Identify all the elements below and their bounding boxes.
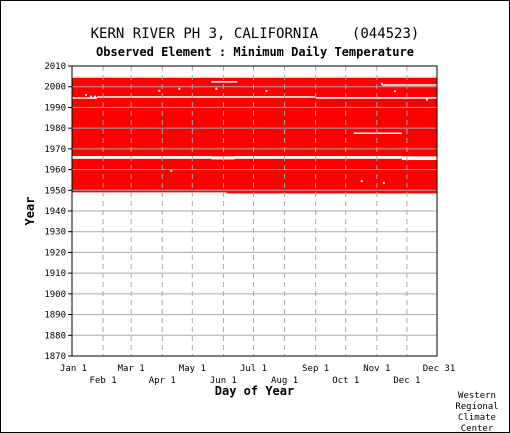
- missing-segment-9: [381, 84, 437, 86]
- missing-segments: [72, 76, 437, 195]
- missing-dot-2: [85, 94, 88, 96]
- x-tick-label-91: Apr 1: [149, 376, 176, 386]
- plot-area: [71, 65, 438, 357]
- y-tick-label-1900: 1900: [44, 290, 66, 300]
- x-tick-label-182: Jul 1: [240, 364, 267, 374]
- missing-dot-8: [393, 90, 396, 93]
- missing-dot-5: [215, 87, 218, 90]
- missing-dot-9: [425, 98, 428, 101]
- y-tick-label-1950: 1950: [44, 186, 66, 196]
- missing-dot-6: [265, 89, 268, 92]
- y-tick-label-1880: 1880: [44, 331, 66, 341]
- chart-title: KERN RIVER PH 3, CALIFORNIA (044523): [91, 26, 420, 42]
- missing-segment-4: [211, 156, 235, 160]
- missing-dot-4: [178, 87, 181, 90]
- grid-lines: [72, 66, 437, 356]
- chart-subtitle: Observed Element : Minimum Daily Tempera…: [96, 45, 414, 59]
- x-tick-label-213: Aug 1: [271, 376, 298, 386]
- observed-block-0: [72, 158, 437, 194]
- y-tick-label-1980: 1980: [44, 124, 66, 134]
- missing-segment-5: [353, 132, 402, 134]
- x-tick-label-32: Feb 1: [90, 376, 117, 386]
- missing-dot-12: [382, 181, 385, 184]
- y-tick-label-1930: 1930: [44, 228, 66, 238]
- y-tick-label-2000: 2000: [44, 83, 66, 93]
- credit-line-4: Center: [461, 424, 494, 432]
- y-tick-label-2010: 2010: [44, 62, 66, 72]
- missing-dot-7: [380, 82, 383, 85]
- y-tick-label-1940: 1940: [44, 207, 66, 217]
- x-tick-label-365: Dec 31: [423, 364, 456, 374]
- missing-segment-10: [211, 81, 238, 83]
- missing-segment-7: [315, 97, 437, 99]
- x-tick-label-60: Mar 1: [118, 364, 145, 374]
- missing-segment-8: [97, 96, 316, 98]
- x-tick-label-244: Sep 1: [302, 364, 329, 374]
- x-axis-ticks: Jan 1 Mar 1 May 1 Jul 1 Sep 1 Nov 1 Dec 31 Feb …: [60, 364, 455, 386]
- missing-segment-11: [72, 76, 437, 78]
- observed-blocks: [72, 76, 437, 194]
- y-tick-label-1960: 1960: [44, 166, 66, 176]
- observed-block-1: [72, 76, 437, 157]
- missing-segment-1: [401, 157, 437, 161]
- x-axis-label: Day of Year: [215, 384, 294, 398]
- x-tick-label-1: Jan 1: [60, 364, 87, 374]
- x-tick-label-274: Oct 1: [332, 376, 359, 386]
- missing-segment-2: [72, 156, 212, 158]
- x-tick-label-152: Jun 1: [210, 376, 237, 386]
- x-tick-label-305: Nov 1: [363, 364, 390, 374]
- x-tick-label-121: May 1: [179, 364, 206, 374]
- y-axis-label: Year: [23, 197, 37, 226]
- credit-line-1: Western: [458, 391, 496, 401]
- missing-dot-3: [158, 89, 161, 92]
- credit-line-2: Regional: [455, 402, 498, 412]
- x-tick-label-335: Dec 1: [393, 376, 420, 386]
- missing-segment-3: [234, 156, 402, 158]
- missing-dot-10: [170, 169, 173, 172]
- y-tick-label-1890: 1890: [44, 311, 66, 321]
- y-tick-label-1920: 1920: [44, 248, 66, 258]
- credit-block: Western Regional Climate Center: [455, 391, 498, 432]
- missing-dot-1: [94, 95, 97, 98]
- credit-line-3: Climate: [458, 413, 496, 423]
- y-tick-label-1870: 1870: [44, 352, 66, 362]
- y-tick-label-1990: 1990: [44, 103, 66, 113]
- missing-segment-0: [72, 192, 227, 195]
- y-tick-label-1970: 1970: [44, 145, 66, 155]
- y-axis-ticks: 1870 1880 1890 1900 1910 1920 1930 1940 1950 1960…: [44, 62, 72, 362]
- missing-dot-0: [90, 95, 93, 98]
- missing-dot-11: [360, 180, 363, 183]
- missing-segment-6: [72, 97, 98, 99]
- y-tick-label-1910: 1910: [44, 269, 66, 279]
